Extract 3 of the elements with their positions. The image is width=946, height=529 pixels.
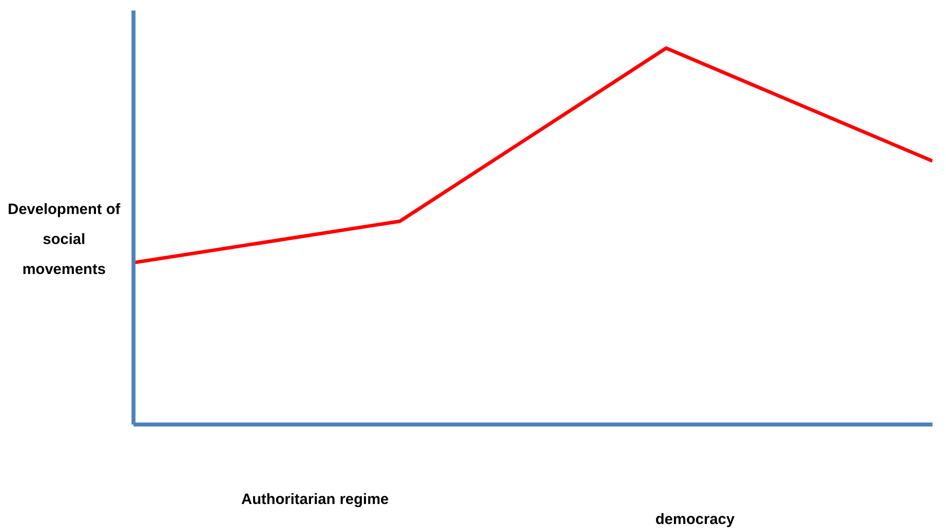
text: democracy [655, 510, 735, 529]
y-axis-title: Development of social movements [6, 200, 122, 280]
text: Authoritarian regime [241, 490, 389, 510]
